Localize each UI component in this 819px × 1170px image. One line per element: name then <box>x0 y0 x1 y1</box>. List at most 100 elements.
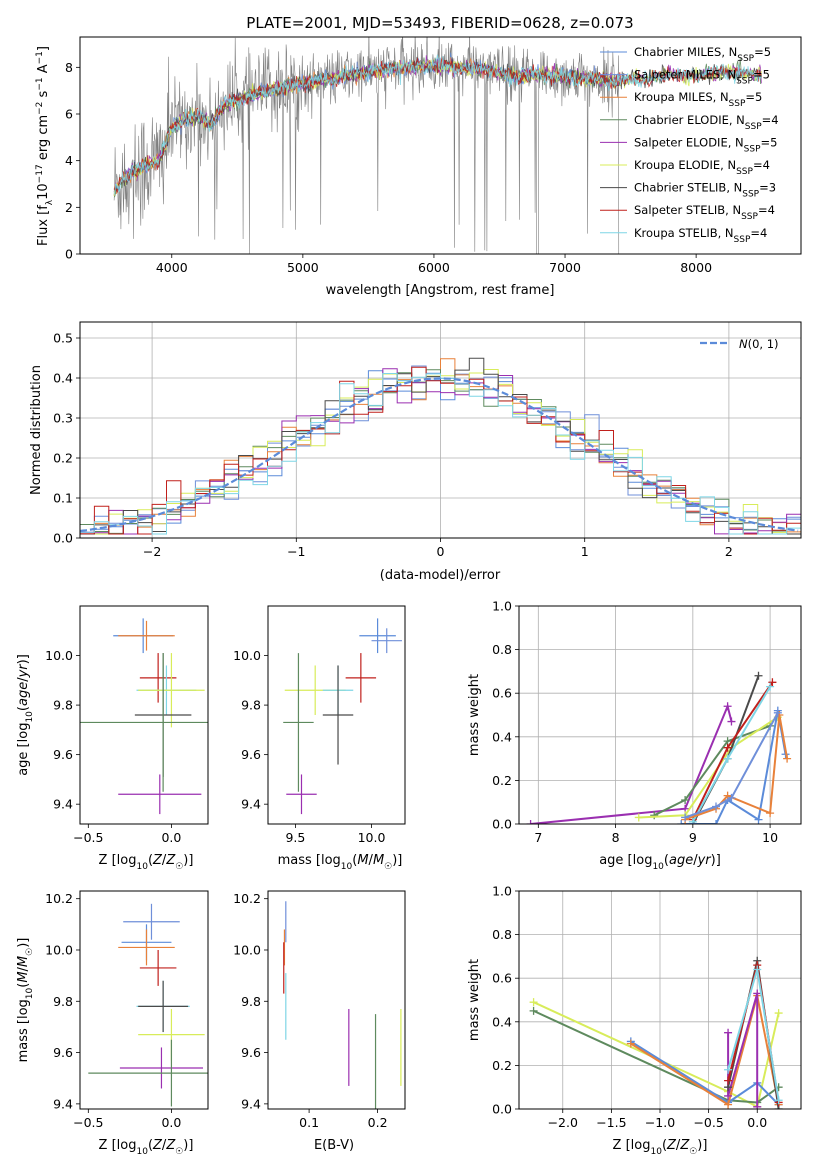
label-fragment: )] <box>16 654 31 664</box>
x-tick-label: 8 <box>612 830 620 845</box>
y-tick-label: 9.4 <box>241 797 261 812</box>
x-tick-label: 5000 <box>287 260 319 275</box>
label-fragment: / <box>16 966 31 971</box>
x-tick-label: −0.5 <box>73 1115 103 1130</box>
label-fragment: −1 <box>35 77 45 90</box>
label-fragment: Z [log <box>613 1138 651 1153</box>
label-fragment: ( <box>148 853 153 868</box>
label-fragment: λ <box>45 199 55 205</box>
label-fragment: =5 <box>761 135 778 149</box>
y-tick-label: 9.6 <box>53 747 73 762</box>
axes-frame <box>79 36 802 255</box>
label-fragment: SSP <box>729 99 746 109</box>
errorbar-point <box>88 1039 208 1107</box>
y-tick-label: 2 <box>65 200 73 215</box>
y-tick-label: 0.4 <box>492 1014 512 1029</box>
weight-marker <box>723 754 732 763</box>
label-fragment: =3 <box>759 181 776 195</box>
y-tick-label: 0.2 <box>492 773 512 788</box>
label-fragment: )] <box>697 1138 707 1153</box>
weight-marker <box>724 1100 733 1109</box>
x-tick-label: 0.0 <box>161 1115 181 1130</box>
label-fragment: 10 <box>25 711 35 723</box>
errorbar-point <box>138 980 189 1033</box>
x-tick-label: 9.5 <box>285 830 305 845</box>
plot-area <box>529 956 783 1109</box>
label-fragment: age <box>16 682 31 706</box>
x-tick-label: 0 <box>437 544 445 559</box>
y-tick-label: 9.6 <box>53 1045 73 1060</box>
errorbar-point <box>119 1047 204 1089</box>
weight-marker <box>626 1039 635 1048</box>
y-tick-label: 9.6 <box>241 1045 261 1060</box>
label-fragment: age <box>669 853 693 868</box>
label-fragment: M <box>373 853 384 868</box>
y-tick-label: 0.0 <box>492 817 512 832</box>
weight-marker <box>753 1102 762 1109</box>
y-tick-label: 4 <box>65 153 73 168</box>
panel-weight_vs_Z: −2.0 −1.5 −1.0 −0.5 0.0 0.0 0.2 0.4 0.6 0.8 1.0 <box>492 884 802 1130</box>
weight-marker <box>712 802 721 811</box>
y-tick-label: 9.8 <box>241 698 261 713</box>
x-tick-label: 7000 <box>549 260 581 275</box>
weight-marker <box>766 682 775 691</box>
weight-line <box>630 1040 780 1106</box>
label-fragment: 10 <box>25 987 35 999</box>
model-spectrum <box>113 57 762 193</box>
label-fragment: M <box>16 971 31 982</box>
label-fragment: Salpeter STELIB, N <box>634 203 741 217</box>
y-axis-label: Flux [fλ10−17 erg cm−2 s−1 A−1] <box>35 46 55 246</box>
x-tick-label: 0.0 <box>747 1115 767 1130</box>
label-fragment: ☉ <box>175 862 183 872</box>
label-fragment: =4 <box>750 226 767 240</box>
y-tick-label: 10.0 <box>233 942 261 957</box>
weight-marker <box>774 1096 783 1105</box>
label-fragment: M <box>357 853 368 868</box>
residual-histogram <box>80 366 801 535</box>
label-fragment: =4 <box>762 113 779 127</box>
label-fragment: ] <box>36 46 51 51</box>
label-fragment: 10 <box>341 862 353 872</box>
axes-frame <box>518 605 802 825</box>
label-fragment: Chabrier MILES, N <box>634 45 737 59</box>
legend-entry: Kroupa MILES, NSSP=5 <box>634 90 762 109</box>
x-tick-label: −2 <box>143 544 161 559</box>
label-fragment: N <box>739 337 748 351</box>
weight-marker <box>727 717 736 726</box>
label-fragment: Z [log <box>99 1138 137 1153</box>
errorbar-point <box>286 774 317 815</box>
panel-spectrum: 4000 5000 6000 7000 8000 0 2 4 6 8 <box>65 36 802 275</box>
y-tick-label: 1.0 <box>492 599 512 614</box>
y-tick-label: 8 <box>65 60 73 75</box>
label-fragment: −1 <box>35 51 45 64</box>
weight-marker <box>681 813 690 822</box>
panel-weight_vs_age: 7 8 9 10 0.0 0.2 0.4 0.6 0.8 1.0 <box>492 599 802 845</box>
label-fragment: age [log <box>599 853 652 868</box>
label-fragment: ( <box>148 1138 153 1153</box>
label-fragment: Kroupa STELIB, N <box>634 226 734 240</box>
weight-marker <box>529 1006 538 1015</box>
legend-entry: Salpeter MILES, NSSP=5 <box>634 68 770 87</box>
normal-curve <box>80 377 799 533</box>
label-fragment: )] <box>711 853 721 868</box>
errorbar-point <box>322 665 354 765</box>
weight-marker <box>754 815 763 824</box>
x-tick-label: 10 <box>762 830 778 845</box>
label-fragment: ☉ <box>175 1147 183 1157</box>
label-fragment: )] <box>183 853 193 868</box>
x-axis-label: age [log10(age/yr)] <box>599 853 721 872</box>
y-tick-label: 9.4 <box>241 1096 261 1111</box>
label-fragment: s <box>36 90 51 101</box>
panel-age_vs_mass: 9.5 10.0 9.4 9.6 9.8 10.0 <box>233 605 406 845</box>
panel-mass_vs_ebv: 0.1 0.2 9.4 9.6 9.8 10.0 10.2 <box>233 890 406 1130</box>
label-fragment: yr <box>16 663 31 679</box>
x-tick-label: −1.5 <box>596 1115 626 1130</box>
x-tick-label: 8000 <box>680 260 712 275</box>
axes-frame <box>518 890 802 1110</box>
x-tick-label: −2.0 <box>548 1115 578 1130</box>
y-tick-label: 10.0 <box>45 648 73 663</box>
label-fragment: )] <box>183 1138 193 1153</box>
axes-frame <box>79 890 209 1110</box>
errorbar-point <box>139 653 177 703</box>
label-fragment: ☉ <box>384 862 392 872</box>
